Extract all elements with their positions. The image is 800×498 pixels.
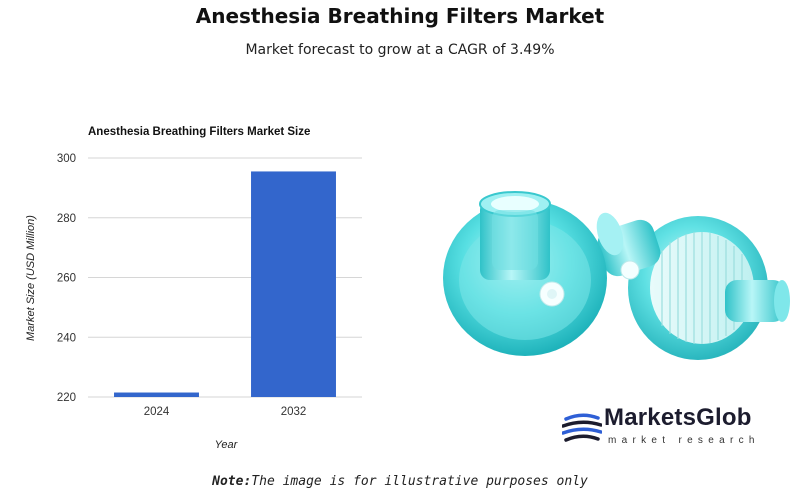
page-title: Anesthesia Breathing Filters Market [195,4,605,28]
bar-2032 [251,171,336,397]
chart-panel: Anesthesia Breathing Filters Market Size… [0,112,420,462]
x-tick-label: 2032 [281,406,307,418]
y-tick-labels: 220 240 260 280 300 [57,153,76,404]
brand-name: MarketsGlob [604,404,752,431]
page-subtitle: Market forecast to grow at a CAGR of 3.4… [245,42,555,58]
y-axis-label: Market Size (USD Million) [25,215,37,341]
breathing-filter-product-image [443,191,790,360]
brand-tagline: market research [608,435,760,446]
y-tick-label: 240 [57,332,76,344]
footnote: Note:The image is for illustrative purpo… [0,474,800,489]
bars [114,171,336,397]
x-tick-labels: 2024 2032 [144,406,307,418]
chart-title: Anesthesia Breathing Filters Market Size [88,126,310,138]
brand-logo: MarketsGlob market research [562,404,792,453]
y-tick-label: 260 [57,273,76,285]
footnote-text: The image is for illustrative purposes o… [251,474,588,489]
y-tick-label: 280 [57,213,76,225]
bar-2024 [114,392,199,397]
footnote-label: Note: [212,474,252,489]
y-tick-label: 300 [57,153,76,165]
globe-icon [562,413,602,442]
bar-chart: Anesthesia Breathing Filters Market Size… [25,126,362,451]
y-tick-label: 220 [57,392,76,404]
x-axis-label: Year [215,439,239,451]
x-tick-label: 2024 [144,406,170,418]
